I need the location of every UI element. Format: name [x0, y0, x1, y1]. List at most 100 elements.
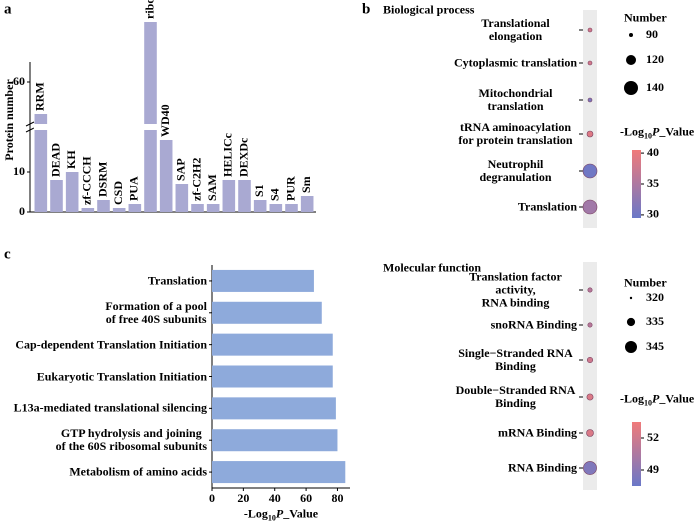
x-tick-label: 0: [209, 491, 215, 505]
colorbar-tick-label: 35: [647, 176, 659, 190]
category-label: Cap-dependent Translation Initiation: [15, 337, 207, 352]
bubble: [587, 322, 593, 328]
category-label: S1: [252, 184, 266, 197]
plot-band: [583, 262, 597, 490]
category-label: Translation factor activity, RNA binding: [469, 269, 562, 310]
category-label: RRM: [33, 82, 47, 111]
panel-title: Biological process: [383, 2, 475, 17]
bubble: [587, 60, 593, 66]
bar: [212, 269, 314, 292]
category-label: mRNA Binding: [497, 425, 577, 440]
bar: [212, 365, 333, 388]
bar-break: [33, 124, 48, 130]
bar: [128, 204, 142, 212]
label-part: 10: [644, 131, 652, 141]
bubble: [582, 163, 598, 179]
colorbar: [632, 150, 641, 218]
legend-bubble: [629, 33, 633, 37]
label-part: _Value: [659, 391, 695, 406]
axis-break: [25, 121, 35, 127]
bubble: [582, 199, 598, 215]
y-tick-label: 60: [13, 74, 25, 88]
category-label: Mitochondrial translation: [478, 86, 553, 113]
bar: [212, 397, 336, 420]
bar: [269, 204, 283, 212]
category-label: Cytoplasmic translation: [454, 55, 577, 70]
category-label: Eukaryotic Translation Initiation: [36, 369, 207, 383]
category-label: PUR: [283, 176, 297, 201]
y-tick-label: 10: [13, 164, 25, 178]
bar: [285, 204, 298, 212]
category-label: L13a-mediated translational silencing: [13, 400, 207, 415]
category-label: SAM: [205, 174, 219, 201]
label-part: P: [275, 506, 284, 521]
category-label: DEAD: [48, 143, 62, 177]
legend-label: 90: [646, 27, 658, 41]
category-label: Translation: [147, 273, 207, 288]
x-axis-label: -Log10P_Value: [244, 507, 318, 524]
x-tick-label: 80: [331, 491, 343, 505]
category-label: CSD: [111, 181, 125, 205]
bar: [238, 180, 251, 212]
bar: [206, 204, 220, 212]
panel-label: a: [4, 1, 12, 18]
panel-label: b: [362, 1, 371, 18]
bar: [212, 333, 333, 356]
colorbar-tick-label: 49: [647, 462, 659, 476]
category-label: tRNA aminoacylation for protein translat…: [458, 120, 573, 147]
bar: [300, 196, 314, 212]
label-part: _Value: [659, 124, 695, 139]
category-label: Single−Stranded RNA Binding: [458, 346, 573, 373]
legend-label: 140: [646, 80, 664, 94]
category-label: Sm: [299, 176, 313, 193]
label-part: P: [652, 124, 660, 139]
label-part: -Log: [620, 124, 644, 139]
bar: [144, 22, 157, 212]
bar: [97, 200, 110, 212]
label-part: -Log: [243, 506, 268, 521]
legend-title: Number: [624, 10, 667, 25]
bubble: [586, 393, 594, 401]
colorbar-tick-label: 40: [647, 145, 659, 159]
bar: [253, 200, 267, 212]
category-label: GTP hydrolysis and joining of the 60S ri…: [55, 426, 207, 454]
colorbar: [632, 422, 641, 486]
colorbar-tick-label: 52: [647, 430, 659, 444]
panel-label: c: [4, 246, 11, 263]
category-label: S4: [268, 188, 282, 201]
category-label: WD40: [158, 104, 172, 137]
category-label: ribosomal: [142, 0, 156, 19]
category-label: PUA: [127, 176, 141, 201]
bar-break: [143, 124, 158, 130]
category-label: KH: [64, 150, 78, 169]
category-label: HELICc: [221, 132, 235, 177]
category-label: RNA Binding: [507, 460, 577, 475]
legend-title: Number: [624, 275, 667, 290]
bar: [50, 180, 63, 212]
label-part: 10: [644, 398, 652, 408]
y-axis-label: Protein number: [2, 79, 16, 161]
legend-bubble: [626, 55, 636, 65]
y-tick-label: 0: [19, 204, 25, 218]
bar: [222, 180, 236, 212]
bar: [212, 301, 322, 324]
colorbar-tick-label: 30: [647, 207, 659, 221]
bar: [34, 114, 48, 212]
bar: [212, 461, 346, 484]
legend-label: 320: [646, 290, 664, 304]
bubble: [587, 97, 593, 103]
bar: [81, 208, 95, 212]
bubble: [587, 287, 593, 293]
bubble: [586, 429, 594, 437]
x-tick-label: 40: [269, 491, 281, 505]
panel-title: Molecular function: [383, 260, 482, 275]
legend-bubble: [625, 341, 637, 353]
bar: [159, 140, 173, 212]
category-label: Double−Stranded RNA Binding: [455, 383, 576, 410]
bar: [112, 208, 126, 212]
category-label: Metabolism of amino acids: [69, 464, 207, 479]
label-part: _Value: [283, 506, 319, 521]
category-label: DEXDc: [236, 137, 250, 177]
bar: [212, 429, 338, 452]
